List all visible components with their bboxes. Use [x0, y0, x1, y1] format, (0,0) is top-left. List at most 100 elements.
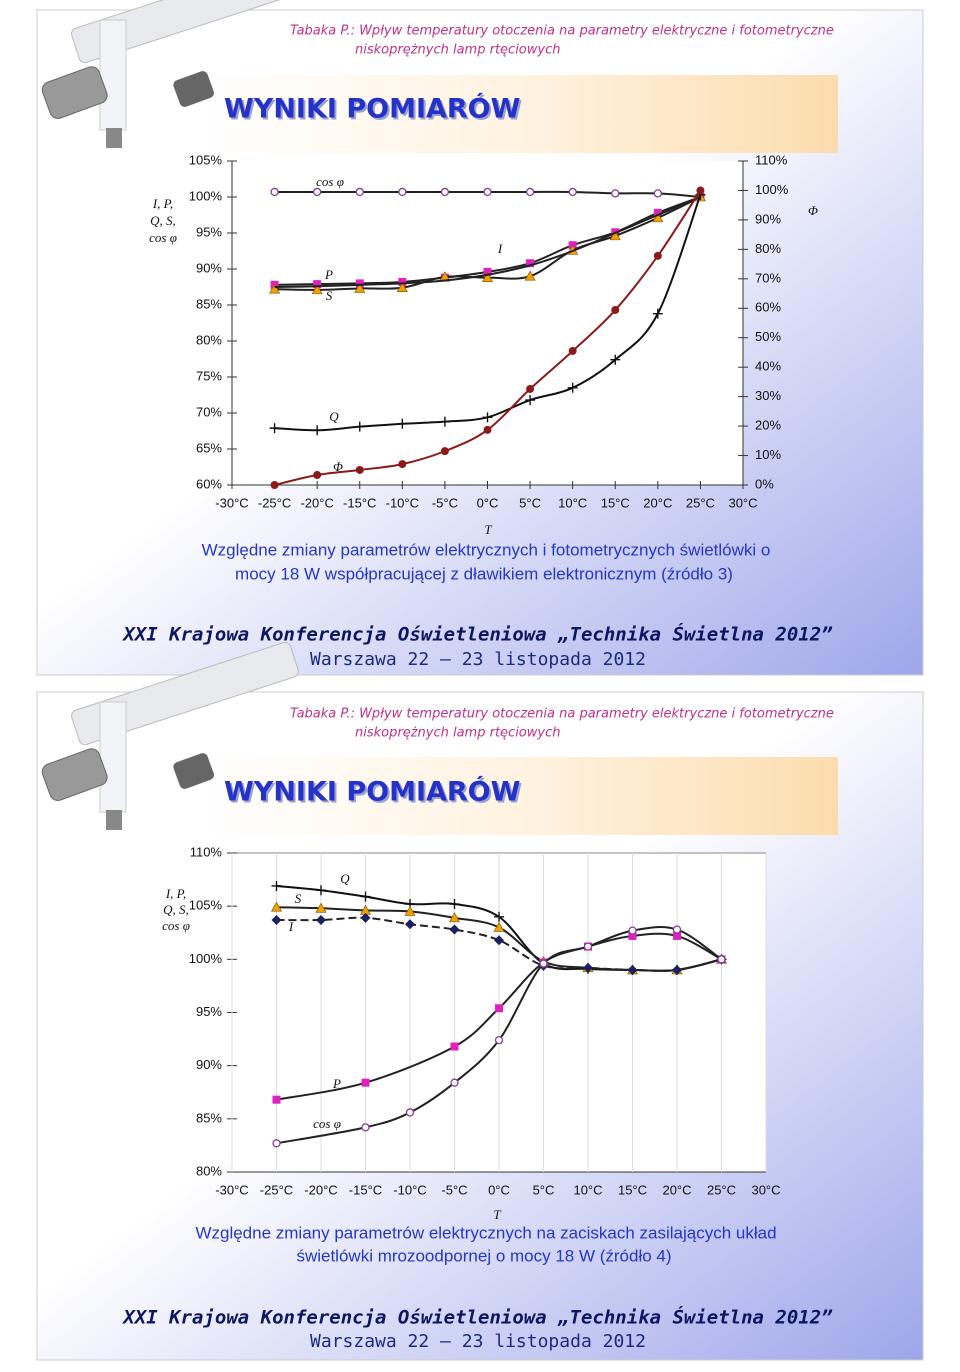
title-band — [200, 75, 838, 153]
x-tick-label: -15°C — [349, 1182, 382, 1197]
point — [269, 283, 281, 294]
slide-title: WYNIKI POMIARÓW — [224, 93, 520, 125]
point — [494, 911, 504, 922]
series-label: P — [332, 1076, 341, 1091]
y-axis-label: I, P, — [165, 886, 186, 901]
y2-tick-label: 50% — [755, 329, 781, 344]
point — [717, 955, 726, 964]
footer-line: XXI Krajowa Konferencja Oświetleniowa „T… — [121, 622, 833, 646]
x-tick-label: 5°C — [519, 495, 541, 510]
point — [270, 187, 279, 197]
footer-line: Warszawa 22 – 23 listopada 2012 — [310, 649, 646, 670]
series-line — [276, 932, 722, 1101]
x-tick-label: -30°C — [215, 495, 248, 510]
x-tick-label: 15°C — [618, 1182, 647, 1197]
point — [611, 306, 620, 315]
point — [270, 481, 279, 489]
point — [483, 425, 492, 434]
point — [271, 880, 282, 891]
slide-title: WYNIKI POMIARÓW — [224, 776, 520, 808]
point — [449, 899, 460, 910]
point — [482, 412, 493, 423]
point — [272, 1139, 281, 1148]
y-tick-label: 100% — [189, 188, 223, 203]
point — [627, 964, 638, 975]
y2-tick-label: 90% — [755, 211, 781, 226]
point — [354, 282, 366, 293]
point — [610, 354, 621, 365]
point — [609, 230, 621, 241]
series-label: cos φ — [316, 174, 344, 189]
title-band — [200, 757, 838, 835]
y-tick-label: 65% — [196, 440, 222, 455]
x-tick-label: -5°C — [441, 1182, 467, 1197]
tube-illustration — [41, 641, 299, 830]
y2-axis-label: Φ — [808, 203, 818, 218]
x-tick-label: 10°C — [573, 1182, 602, 1197]
point — [269, 423, 280, 434]
series-label: S — [326, 288, 333, 303]
point — [525, 395, 536, 406]
y2-tick-label: 30% — [755, 388, 781, 403]
point — [583, 962, 593, 973]
point — [440, 447, 449, 456]
slide: Tabaka P.: Wpływ temperatury otoczenia n… — [36, 641, 924, 1361]
point — [398, 277, 407, 286]
point — [439, 416, 450, 427]
x-tick-label: 20°C — [662, 1182, 691, 1197]
point — [481, 272, 494, 282]
header-line: niskoprężnych lamp rtęciowych — [355, 726, 560, 741]
x-tick-label: -20°C — [300, 495, 333, 510]
y-tick-label: 80% — [196, 1163, 222, 1178]
footer-line: XXI Krajowa Konferencja Oświetleniowa „T… — [121, 1305, 833, 1329]
caption-line: Względne zmiany parametrów elektrycznych… — [195, 1223, 776, 1242]
chart: 60% 65% 70% 75% 80% 85% 90% 95% 100% 105% 0% 10% 20%… — [149, 152, 818, 537]
point — [450, 1042, 459, 1051]
point — [652, 308, 663, 319]
point — [398, 187, 407, 197]
x-tick-label: 10°C — [558, 495, 587, 510]
point — [524, 270, 536, 281]
series-label: Q — [329, 409, 339, 424]
point — [628, 926, 637, 935]
series-label: S — [295, 891, 302, 906]
point — [483, 187, 492, 197]
y-tick-label: 105% — [189, 152, 223, 167]
point — [271, 914, 282, 925]
x-tick-label: 0°C — [488, 1182, 510, 1197]
x-tick-label: 0°C — [477, 495, 499, 510]
point — [440, 187, 450, 197]
point — [525, 187, 535, 197]
point — [361, 1123, 370, 1132]
series-label: Q — [340, 871, 350, 886]
point — [494, 935, 504, 946]
point — [526, 384, 535, 393]
point — [696, 186, 705, 195]
series-label: Φ — [333, 459, 343, 474]
point — [397, 418, 408, 429]
point — [493, 921, 505, 932]
y-tick-label: 100% — [189, 951, 223, 966]
series-line — [274, 194, 702, 432]
x-tick-label: 25°C — [686, 495, 715, 510]
x-axis-label: T — [493, 1207, 501, 1222]
point — [611, 189, 620, 198]
x-tick-label: -5°C — [432, 495, 458, 510]
y2-tick-label: 40% — [755, 359, 781, 374]
x-axis-label: T — [484, 522, 492, 537]
point — [313, 280, 322, 289]
point — [360, 891, 371, 902]
point — [672, 964, 682, 975]
caption-line: świetlówki mrozoodpornej o mocy 18 W (źr… — [296, 1246, 671, 1265]
point — [311, 284, 323, 295]
y-axis-label: Q, S, — [163, 902, 189, 917]
point — [315, 902, 327, 913]
x-tick-label: 20°C — [643, 495, 672, 510]
point — [272, 1095, 281, 1104]
point — [628, 931, 637, 940]
point — [526, 259, 535, 268]
point — [672, 925, 682, 934]
point — [583, 942, 593, 951]
point — [495, 1004, 503, 1013]
